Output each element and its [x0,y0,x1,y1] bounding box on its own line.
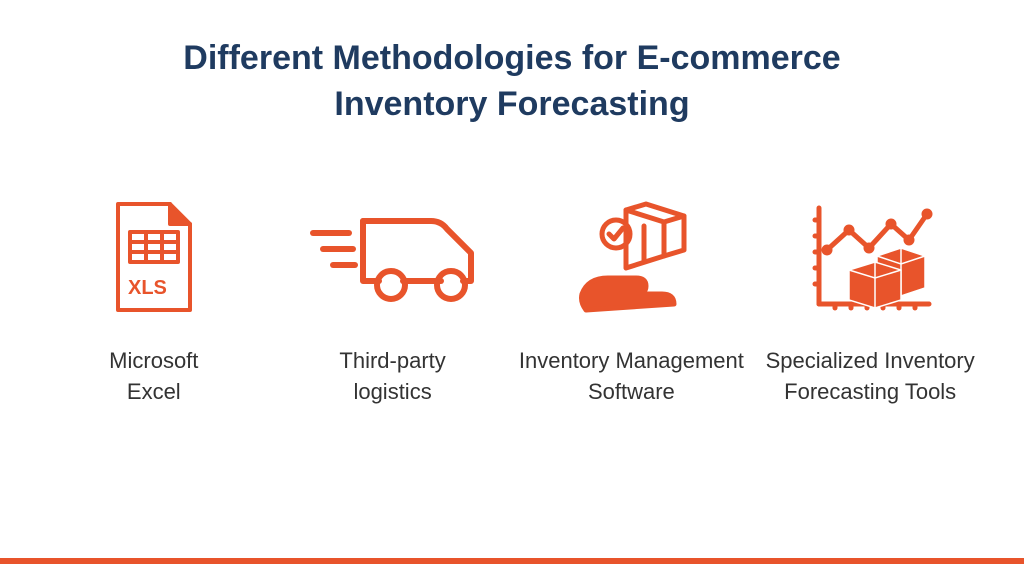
methodology-label: MicrosoftExcel [109,346,198,408]
delivery-truck-icon [303,198,483,318]
svg-text:XLS: XLS [128,277,167,299]
methodology-item: Third-partylogistics [278,198,508,408]
page-title: Different Methodologies for E-commerceIn… [183,36,840,128]
chart-boxes-icon [805,198,935,318]
methodology-item: XLS MicrosoftExcel [39,198,269,408]
methodology-item: Inventory ManagementSoftware [516,198,746,408]
bottom-accent-bar [0,558,1024,564]
methodology-label: Inventory ManagementSoftware [519,346,744,408]
methodology-label: Third-partylogistics [339,346,445,408]
methodology-item: Specialized InventoryForecasting Tools [755,198,985,408]
infographic-container: Different Methodologies for E-commerceIn… [0,0,1024,576]
methodologies-row: XLS MicrosoftExcel [0,198,1024,408]
hand-box-check-icon [566,198,696,318]
methodology-label: Specialized InventoryForecasting Tools [766,346,975,408]
xls-file-icon: XLS [104,198,204,318]
